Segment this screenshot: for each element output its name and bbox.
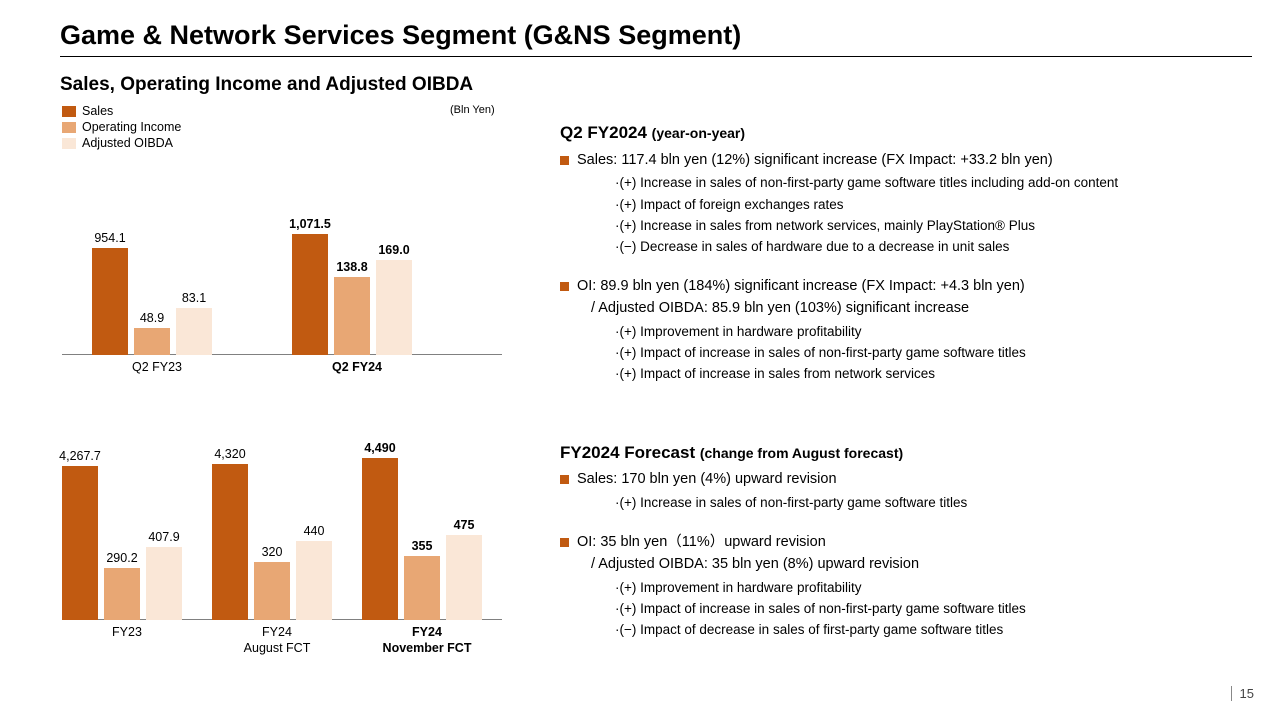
bar-oibda <box>176 308 212 355</box>
bar-oi <box>404 556 440 620</box>
chart-fy: 4,267.7290.2407.9FY234,320320440FY24Augu… <box>62 440 502 620</box>
bullet: Sales: 117.4 bln yen (12%) significant i… <box>560 150 1240 172</box>
sub-item: ·(−) Impact of decrease in sales of firs… <box>615 620 1240 640</box>
chart-q2: 954.148.983.1Q2 FY231,071.5138.8169.0Q2 … <box>62 220 502 355</box>
bar-value-label: 290.2 <box>92 551 152 565</box>
bullet-square-icon <box>560 156 569 165</box>
legend-item: Sales <box>62 104 181 118</box>
bar-value-label: 4,267.7 <box>50 449 110 463</box>
sub-list: ·(+) Increase in sales of non-first-part… <box>615 173 1240 257</box>
legend-swatch <box>62 106 76 117</box>
bar-value-label: 1,071.5 <box>280 217 340 231</box>
bar-oi <box>134 328 170 356</box>
category-label: FY23 <box>47 620 207 641</box>
sub-item: ·(+) Increase in sales of non-first-part… <box>615 493 1240 513</box>
sub-item: ·(+) Impact of foreign exchanges rates <box>615 195 1240 215</box>
page-title: Game & Network Services Segment (G&NS Se… <box>60 20 741 51</box>
category-label: FY24November FCT <box>347 620 507 656</box>
bar-oi <box>334 277 370 355</box>
title-underline <box>60 56 1252 57</box>
bullet: OI: 35 bln yen（11%）upward revision/ Adju… <box>560 532 1240 576</box>
bullet-head-2: / Adjusted OIBDA: 35 bln yen (8%) upward… <box>591 554 919 576</box>
bar-value-label: 4,320 <box>200 447 260 461</box>
commentary: Q2 FY2024 (year-on-year) Sales: 117.4 bln… <box>560 120 1240 641</box>
chart-legend: Sales Operating Income Adjusted OIBDA <box>62 104 181 152</box>
page-number: 15 <box>1231 686 1254 701</box>
bar-value-label: 138.8 <box>322 260 382 274</box>
legend-swatch <box>62 138 76 149</box>
sub-item: ·(+) Impact of increase in sales of non-… <box>615 343 1240 363</box>
legend-label: Sales <box>82 104 113 118</box>
legend-label: Adjusted OIBDA <box>82 136 173 150</box>
bullet-square-icon <box>560 282 569 291</box>
bar-value-label: 320 <box>242 545 302 559</box>
legend-label: Operating Income <box>82 120 181 134</box>
bar-oibda <box>146 547 182 620</box>
sub-item: ·(+) Increase in sales of non-first-part… <box>615 173 1240 193</box>
bar-value-label: 407.9 <box>134 530 194 544</box>
sub-list: ·(+) Improvement in hardware profitabili… <box>615 578 1240 641</box>
bullet-head: OI: 89.9 bln yen (184%) significant incr… <box>577 276 1025 298</box>
bar-value-label: 48.9 <box>122 311 182 325</box>
bullet: Sales: 170 bln yen (4%) upward revision <box>560 469 1240 491</box>
bullet-square-icon <box>560 475 569 484</box>
sub-item: ·(+) Improvement in hardware profitabili… <box>615 578 1240 598</box>
bar-oibda <box>446 535 482 621</box>
bar-sales <box>92 248 128 355</box>
bar-sales <box>292 234 328 355</box>
bar-value-label: 440 <box>284 524 344 538</box>
chart-subtitle: Sales, Operating Income and Adjusted OIB… <box>60 74 473 96</box>
section-title: FY2024 Forecast (change from August fore… <box>560 440 1240 466</box>
bar-value-label: 355 <box>392 539 452 553</box>
bar-value-label: 83.1 <box>164 291 224 305</box>
bullet-head: OI: 35 bln yen（11%）upward revision <box>577 532 919 554</box>
legend-swatch <box>62 122 76 133</box>
bullet-head-2: / Adjusted OIBDA: 85.9 bln yen (103%) si… <box>591 298 1025 320</box>
legend-item: Operating Income <box>62 120 181 134</box>
legend-item: Adjusted OIBDA <box>62 136 181 150</box>
sub-item: ·(−) Decrease in sales of hardware due t… <box>615 237 1240 257</box>
category-label: FY24August FCT <box>197 620 357 656</box>
sub-item: ·(+) Improvement in hardware profitabili… <box>615 322 1240 342</box>
bar-oi <box>104 568 140 620</box>
category-label: Q2 FY23 <box>77 355 237 376</box>
bullet-head: Sales: 170 bln yen (4%) upward revision <box>577 469 837 491</box>
sub-list: ·(+) Improvement in hardware profitabili… <box>615 322 1240 385</box>
bar-sales <box>62 466 98 620</box>
bullet: OI: 89.9 bln yen (184%) significant incr… <box>560 276 1240 320</box>
sub-item: ·(+) Increase in sales from network serv… <box>615 216 1240 236</box>
sub-item: ·(+) Impact of increase in sales from ne… <box>615 364 1240 384</box>
chart-unit: (Bln Yen) <box>450 104 495 116</box>
bar-value-label: 4,490 <box>350 441 410 455</box>
bullet-square-icon <box>560 538 569 547</box>
category-label: Q2 FY24 <box>277 355 437 376</box>
bar-oi <box>254 562 290 620</box>
bullet-head: Sales: 117.4 bln yen (12%) significant i… <box>577 150 1053 172</box>
bar-oibda <box>296 541 332 620</box>
bar-value-label: 954.1 <box>80 231 140 245</box>
bar-value-label: 169.0 <box>364 243 424 257</box>
bar-oibda <box>376 260 412 355</box>
sub-item: ·(+) Impact of increase in sales of non-… <box>615 599 1240 619</box>
bar-sales <box>212 464 248 620</box>
section-title: Q2 FY2024 (year-on-year) <box>560 120 1240 146</box>
bar-value-label: 475 <box>434 518 494 532</box>
sub-list: ·(+) Increase in sales of non-first-part… <box>615 493 1240 513</box>
